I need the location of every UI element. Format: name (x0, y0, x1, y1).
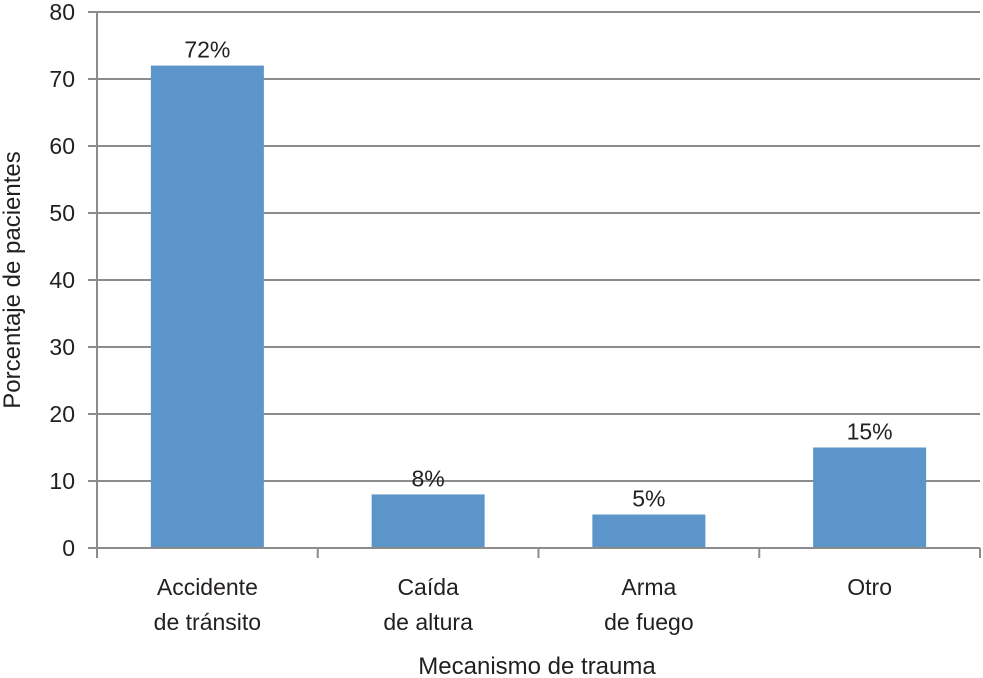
y-tick-labels: 0 10 20 30 40 50 60 70 80 (49, 0, 75, 561)
y-axis-title: Porcentaje de pacientes (0, 151, 26, 409)
bar (150, 65, 264, 548)
y-tick-label: 0 (62, 535, 75, 561)
y-tick-label: 80 (49, 0, 75, 25)
y-tick-label: 30 (49, 334, 75, 360)
bar (371, 494, 485, 548)
x-category-label: de altura (383, 609, 473, 635)
data-labels: 72% 8% 5% 15% (184, 37, 892, 512)
x-category-label: Caída (397, 574, 459, 600)
y-tick-label: 60 (49, 133, 75, 159)
y-tick-label: 70 (49, 66, 75, 92)
x-category-label: Accidente (157, 574, 258, 600)
x-category-label: Otro (847, 574, 892, 600)
y-tick-label: 50 (49, 200, 75, 226)
x-category-labels: Accidente de tránsito Caída de altura Arma de… (154, 574, 892, 635)
x-category-label: de fuego (604, 609, 694, 635)
data-label: 15% (847, 419, 893, 445)
data-label: 5% (632, 486, 665, 512)
axes (88, 11, 981, 558)
bar (813, 447, 927, 548)
y-tick-label: 40 (49, 267, 75, 293)
x-category-label: Arma (621, 574, 676, 600)
data-label: 8% (412, 465, 445, 491)
data-label: 72% (184, 37, 230, 63)
bar (592, 514, 706, 548)
y-tick-label: 20 (49, 401, 75, 427)
bars (150, 65, 927, 548)
y-tick-label: 10 (49, 468, 75, 494)
x-category-label: de tránsito (154, 609, 261, 635)
x-axis-title: Mecanismo de trauma (418, 653, 656, 678)
